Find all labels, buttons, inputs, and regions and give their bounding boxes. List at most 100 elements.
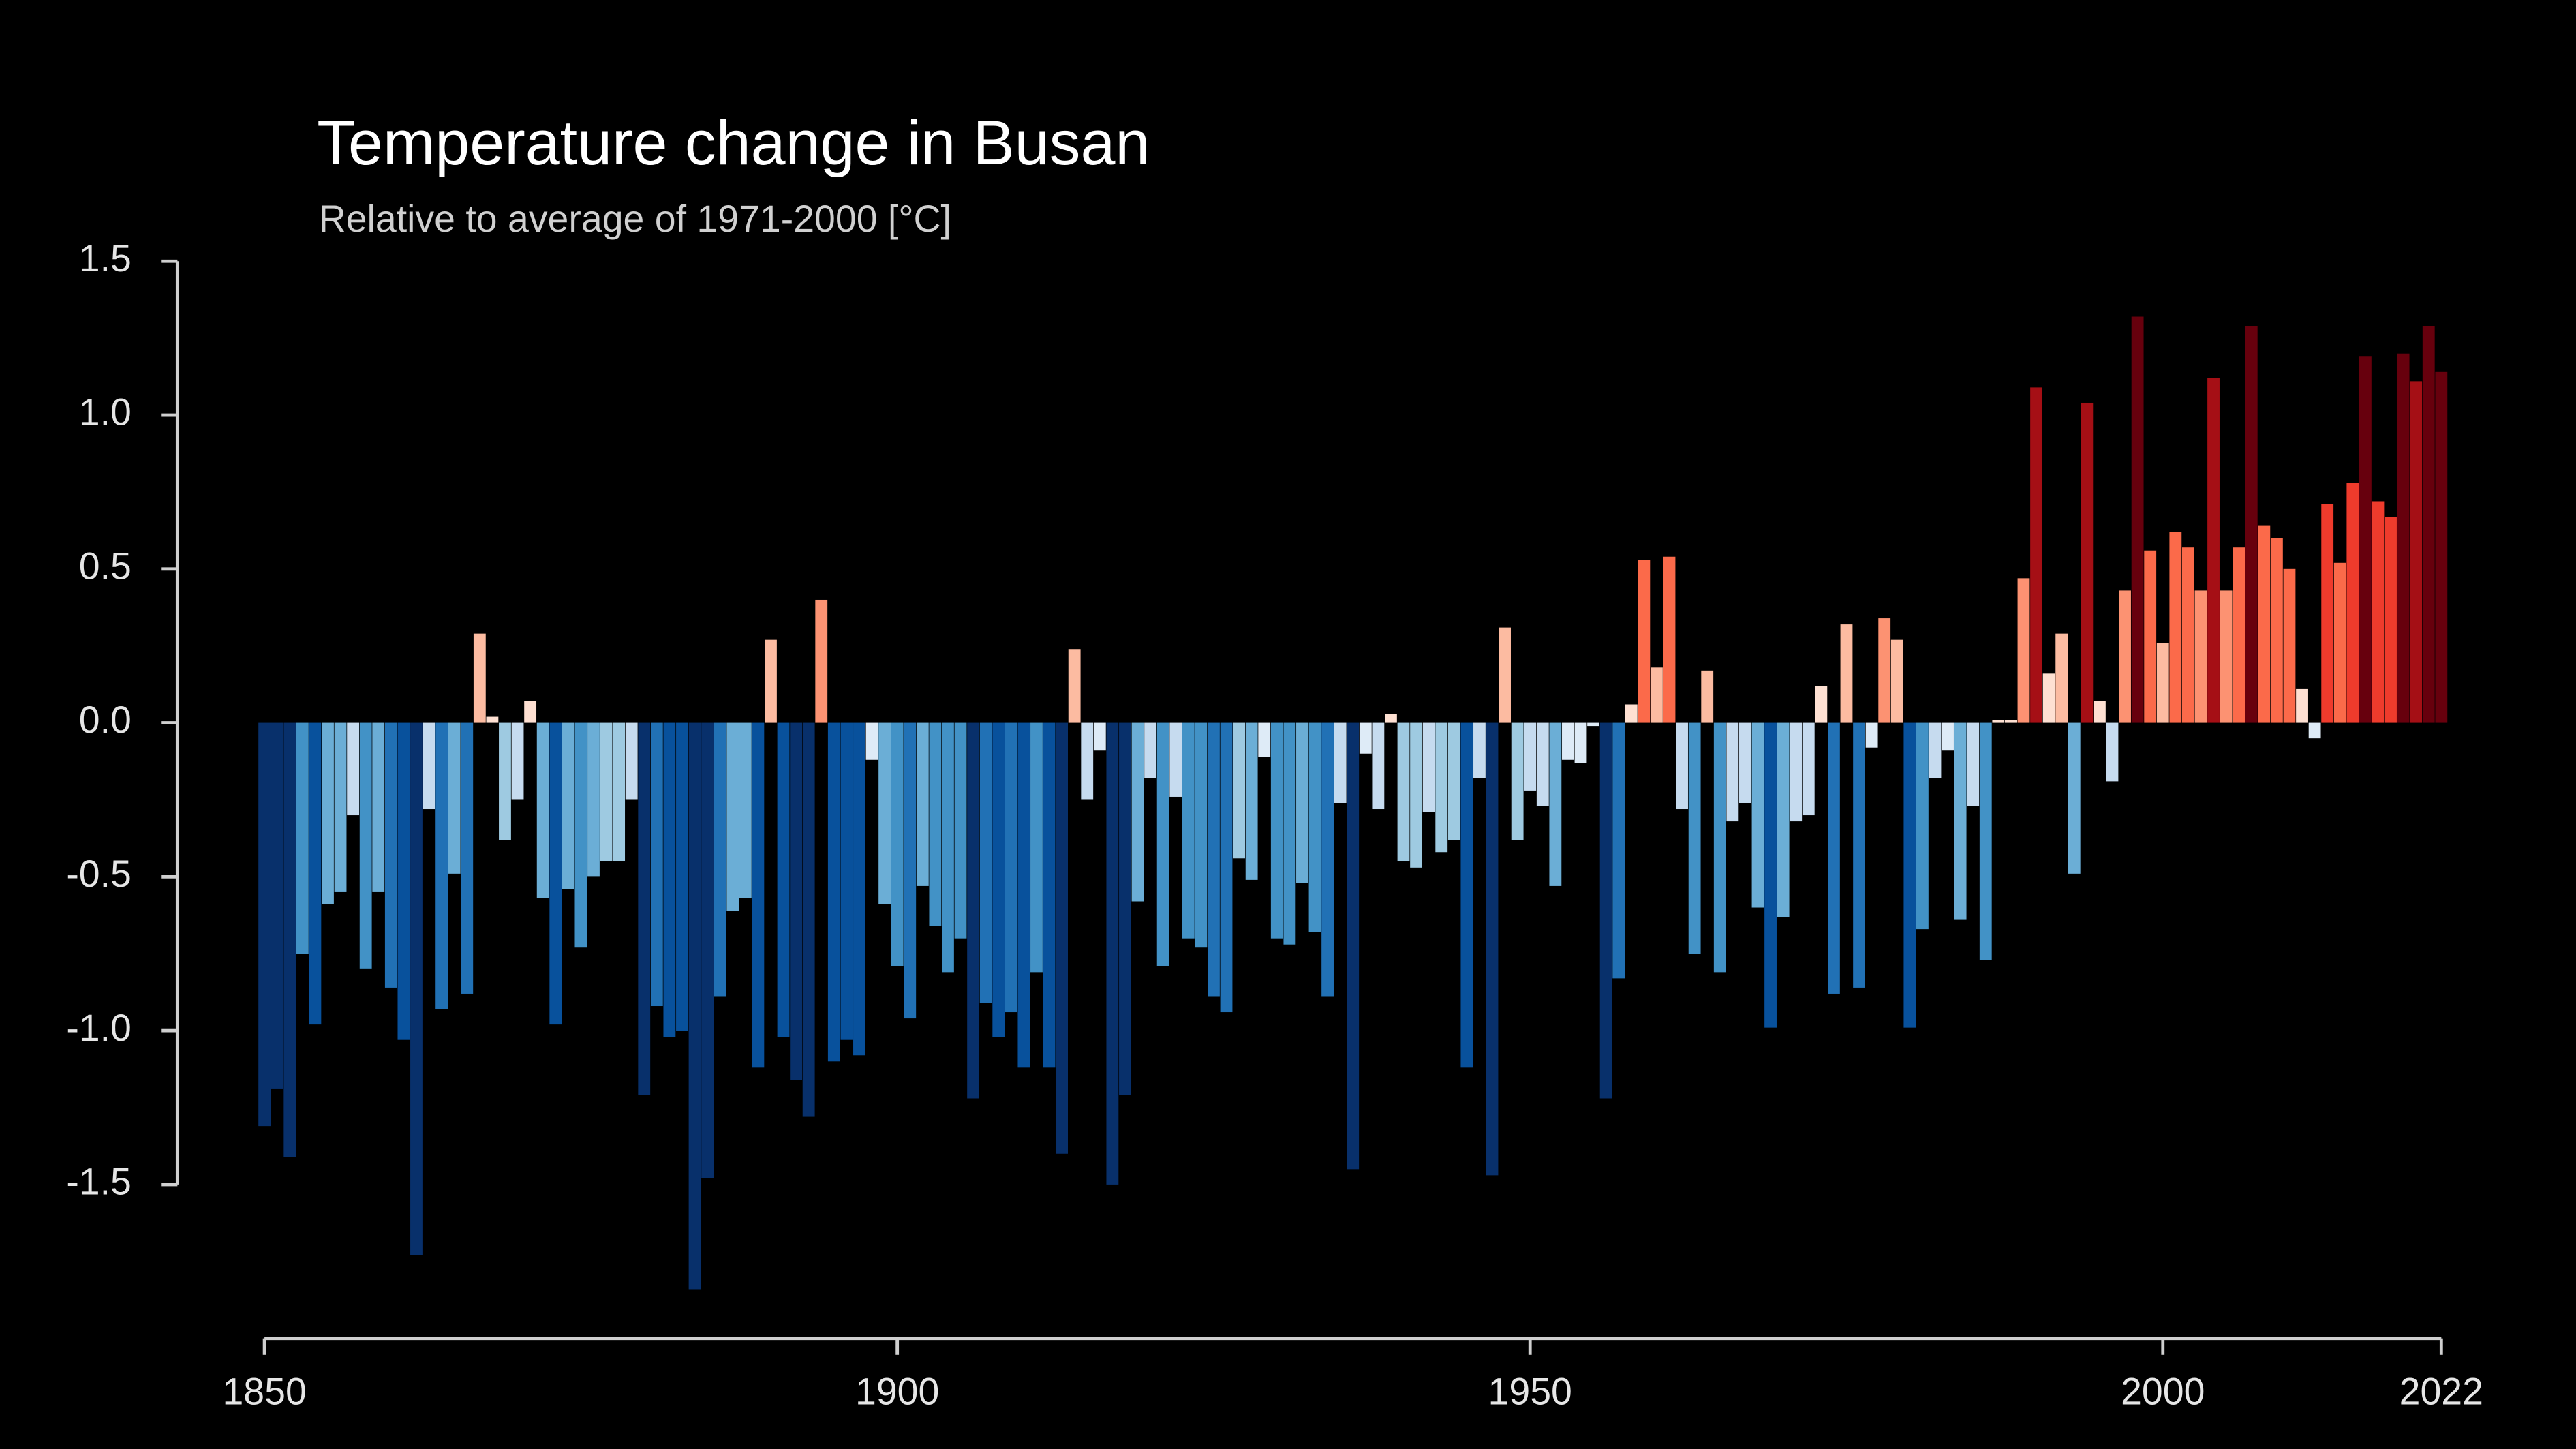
bar [827,722,840,1062]
bar [1676,722,1688,810]
bar [2296,688,2308,723]
bar [473,633,486,723]
bar [1005,722,1017,1013]
y-tick-label: -1.5 [66,1161,132,1203]
bar [587,722,600,877]
bar [1587,722,1599,727]
bar [2422,326,2435,723]
bar [372,722,385,892]
bar [1625,704,1638,723]
bar [1372,722,1385,810]
bar [2220,590,2233,723]
bar [1093,722,1106,751]
x-tick-label: 1850 [222,1370,306,1412]
bar [1499,627,1511,723]
bar [423,722,435,810]
bar [1258,722,1271,757]
bar [1397,722,1410,861]
bar [929,722,942,926]
bar [1043,722,1056,1068]
bar [1726,722,1739,822]
bar [435,722,448,1009]
bar [1347,722,1360,1170]
bar [1030,722,1043,973]
bar [309,722,322,1025]
bar [2397,353,2410,723]
bar [2359,356,2372,723]
bar [625,722,638,800]
bar [853,722,865,1056]
bar [2169,532,2182,723]
bar [511,722,524,800]
bar [1169,722,1182,797]
bar [1903,722,1916,1028]
bar [397,722,410,1040]
bar [1056,722,1069,1154]
bar [1701,670,1714,723]
bar [726,722,739,911]
bar [562,722,574,889]
bar [1790,722,1803,822]
bar [1473,722,1486,778]
bar [1777,722,1790,917]
bar [536,722,549,898]
bar [1131,722,1144,902]
bar [1385,714,1397,723]
bar [802,722,815,1117]
bar [1144,722,1157,778]
bar [359,722,372,969]
bar [2346,483,2359,723]
bar [1081,722,1094,800]
bar [967,722,980,1099]
bar [1638,560,1651,723]
bar [1979,722,1992,960]
bar [992,722,1005,1037]
bar [2106,722,2119,782]
bar [688,722,701,1290]
bar [765,639,777,723]
bar [1447,722,1460,840]
bar [1156,722,1169,966]
bar [1688,722,1701,954]
bar [1942,722,1954,751]
bar [1954,722,1967,920]
bar [613,722,626,861]
bar [2270,538,2283,723]
bar [1663,556,1676,723]
bar [942,722,954,973]
bar [777,722,790,1037]
bar [1853,722,1865,988]
bar [1739,722,1751,803]
bar [600,722,613,861]
bar [1764,722,1777,1028]
bar [2435,371,2448,723]
x-tick-label: 1950 [1488,1370,1572,1412]
bar [1713,722,1726,973]
bar [1321,722,1334,997]
bar [499,722,511,840]
bar [258,722,271,1127]
bar [2093,701,2106,723]
bar [1524,722,1537,791]
bar [1283,722,1296,945]
bar [1612,722,1625,979]
bar [486,716,499,723]
bar [638,722,651,1095]
bar [904,722,917,1019]
x-tick-label: 2022 [2399,1370,2483,1412]
bar [322,722,334,905]
bar [979,722,992,1003]
bar [2207,378,2220,723]
bar [1865,722,1878,748]
bar [2144,550,2157,723]
bar [1270,722,1283,939]
y-tick-label: -0.5 [66,853,132,895]
chart-subtitle: Relative to average of 1971-2000 [°C] [319,198,951,240]
bar [1308,722,1321,932]
bar [650,722,663,1007]
bar [2233,547,2245,723]
bar [1233,722,1245,859]
bar [524,701,537,723]
bar [752,722,765,1068]
